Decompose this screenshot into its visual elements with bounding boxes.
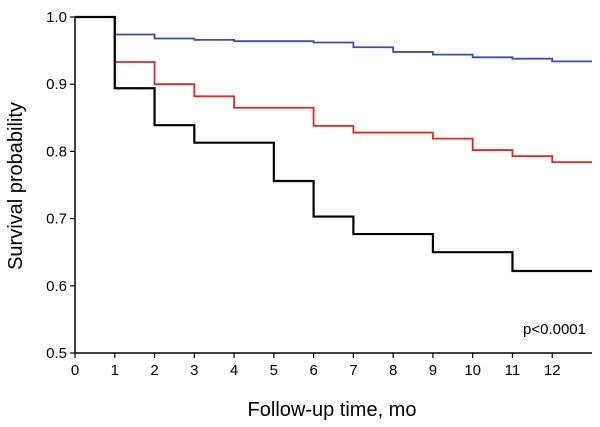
x-axis-title: Follow-up time, mo [248,399,417,421]
p-value-annotation: p<0.0001 [523,321,586,338]
x-tick-label: 5 [270,362,278,379]
x-tick-label: 1 [111,362,119,379]
x-tick-label: 2 [150,362,158,379]
x-tick-label: 10 [464,362,481,379]
y-axis-title: Survival probability [5,102,27,270]
y-tick-label: 0.6 [46,278,67,295]
survival-curve-series-1 [75,16,592,63]
x-tick-label: 7 [349,362,357,379]
x-tick-label: 4 [230,362,238,379]
survival-curve-series-2 [75,16,592,164]
y-tick-label: 1.0 [46,9,67,26]
x-tick-label: 6 [309,362,317,379]
x-tick-label: 8 [389,362,397,379]
plot-area [74,17,592,354]
series-layer [75,15,592,273]
y-tick-label: 0.8 [46,143,67,160]
y-tick-label: 0.5 [46,345,67,362]
y-tick-label: 0.7 [46,211,67,228]
y-tick-label: 0.9 [46,76,67,93]
x-tick-label: 0 [71,362,79,379]
x-tick-label: 3 [190,362,198,379]
survival-curve-series-3 [75,15,592,273]
x-tick-label: 9 [429,362,437,379]
x-tick-label: 12 [544,362,561,379]
ticks-layer: 0 1 2 3 4 5 6 7 8 9 10 11 120.50.60.70.80.91.0 [46,9,560,379]
x-tick-label: 11 [505,362,521,379]
